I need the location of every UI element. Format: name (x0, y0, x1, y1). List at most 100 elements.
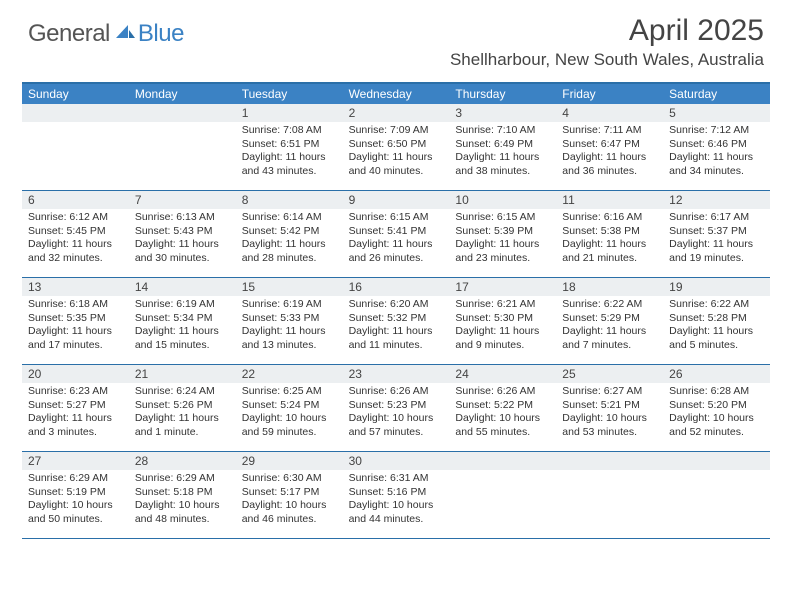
sunset-line: Sunset: 5:18 PM (135, 486, 230, 500)
sunset-line: Sunset: 6:47 PM (562, 138, 657, 152)
daylight-line: Daylight: 10 hours and 50 minutes. (28, 499, 123, 526)
day-body: Sunrise: 6:19 AMSunset: 5:33 PMDaylight:… (236, 296, 343, 357)
day-cell: 16Sunrise: 6:20 AMSunset: 5:32 PMDayligh… (343, 278, 450, 364)
day-cell: 11Sunrise: 6:16 AMSunset: 5:38 PMDayligh… (556, 191, 663, 277)
day-body: Sunrise: 6:26 AMSunset: 5:22 PMDaylight:… (449, 383, 556, 444)
sunrise-line: Sunrise: 6:17 AM (669, 211, 764, 225)
day-cell: 25Sunrise: 6:27 AMSunset: 5:21 PMDayligh… (556, 365, 663, 451)
daylight-line: Daylight: 10 hours and 52 minutes. (669, 412, 764, 439)
day-body: Sunrise: 7:09 AMSunset: 6:50 PMDaylight:… (343, 122, 450, 183)
day-body: Sunrise: 6:21 AMSunset: 5:30 PMDaylight:… (449, 296, 556, 357)
day-number: 12 (663, 191, 770, 209)
sunrise-line: Sunrise: 6:14 AM (242, 211, 337, 225)
day-number: 1 (236, 104, 343, 122)
day-cell: 29Sunrise: 6:30 AMSunset: 5:17 PMDayligh… (236, 452, 343, 538)
day-number: 22 (236, 365, 343, 383)
sunset-line: Sunset: 5:42 PM (242, 225, 337, 239)
day-number: 20 (22, 365, 129, 383)
sunset-line: Sunset: 5:27 PM (28, 399, 123, 413)
week-row: 6Sunrise: 6:12 AMSunset: 5:45 PMDaylight… (22, 191, 770, 278)
day-body: Sunrise: 6:22 AMSunset: 5:29 PMDaylight:… (556, 296, 663, 357)
daylight-line: Daylight: 10 hours and 57 minutes. (349, 412, 444, 439)
daylight-line: Daylight: 10 hours and 48 minutes. (135, 499, 230, 526)
day-number: 4 (556, 104, 663, 122)
day-body: Sunrise: 6:23 AMSunset: 5:27 PMDaylight:… (22, 383, 129, 444)
sunset-line: Sunset: 5:32 PM (349, 312, 444, 326)
day-cell: 3Sunrise: 7:10 AMSunset: 6:49 PMDaylight… (449, 104, 556, 190)
logo: General Blue (28, 14, 184, 48)
logo-sail-icon (114, 22, 136, 47)
sunset-line: Sunset: 5:24 PM (242, 399, 337, 413)
day-cell: 20Sunrise: 6:23 AMSunset: 5:27 PMDayligh… (22, 365, 129, 451)
day-cell: 18Sunrise: 6:22 AMSunset: 5:29 PMDayligh… (556, 278, 663, 364)
daylight-line: Daylight: 11 hours and 38 minutes. (455, 151, 550, 178)
day-cell: 17Sunrise: 6:21 AMSunset: 5:30 PMDayligh… (449, 278, 556, 364)
header: General Blue April 2025 Shellharbour, Ne… (0, 0, 792, 76)
logo-text-general: General (28, 20, 110, 48)
sunset-line: Sunset: 5:33 PM (242, 312, 337, 326)
day-header: Friday (556, 84, 663, 104)
day-cell: 28Sunrise: 6:29 AMSunset: 5:18 PMDayligh… (129, 452, 236, 538)
day-body: Sunrise: 7:11 AMSunset: 6:47 PMDaylight:… (556, 122, 663, 183)
day-cell: 23Sunrise: 6:26 AMSunset: 5:23 PMDayligh… (343, 365, 450, 451)
day-header: Tuesday (236, 84, 343, 104)
daylight-line: Daylight: 11 hours and 28 minutes. (242, 238, 337, 265)
sunset-line: Sunset: 5:29 PM (562, 312, 657, 326)
day-cell: 2Sunrise: 7:09 AMSunset: 6:50 PMDaylight… (343, 104, 450, 190)
day-body: Sunrise: 6:19 AMSunset: 5:34 PMDaylight:… (129, 296, 236, 357)
day-cell: 13Sunrise: 6:18 AMSunset: 5:35 PMDayligh… (22, 278, 129, 364)
sunrise-line: Sunrise: 6:29 AM (135, 472, 230, 486)
daylight-line: Daylight: 10 hours and 59 minutes. (242, 412, 337, 439)
day-header: Wednesday (343, 84, 450, 104)
day-header: Thursday (449, 84, 556, 104)
daylight-line: Daylight: 11 hours and 21 minutes. (562, 238, 657, 265)
day-cell: 14Sunrise: 6:19 AMSunset: 5:34 PMDayligh… (129, 278, 236, 364)
day-number: 13 (22, 278, 129, 296)
day-number: 23 (343, 365, 450, 383)
day-body: Sunrise: 6:16 AMSunset: 5:38 PMDaylight:… (556, 209, 663, 270)
sunrise-line: Sunrise: 6:24 AM (135, 385, 230, 399)
sunrise-line: Sunrise: 7:10 AM (455, 124, 550, 138)
day-cell: 12Sunrise: 6:17 AMSunset: 5:37 PMDayligh… (663, 191, 770, 277)
sunrise-line: Sunrise: 6:29 AM (28, 472, 123, 486)
daylight-line: Daylight: 11 hours and 43 minutes. (242, 151, 337, 178)
day-cell: 27Sunrise: 6:29 AMSunset: 5:19 PMDayligh… (22, 452, 129, 538)
day-cell (129, 104, 236, 190)
day-number: 5 (663, 104, 770, 122)
sunset-line: Sunset: 5:28 PM (669, 312, 764, 326)
daylight-line: Daylight: 11 hours and 34 minutes. (669, 151, 764, 178)
day-number: 30 (343, 452, 450, 470)
sunset-line: Sunset: 5:20 PM (669, 399, 764, 413)
sunrise-line: Sunrise: 6:15 AM (455, 211, 550, 225)
day-body: Sunrise: 6:29 AMSunset: 5:18 PMDaylight:… (129, 470, 236, 531)
day-cell (22, 104, 129, 190)
sunset-line: Sunset: 5:16 PM (349, 486, 444, 500)
sunrise-line: Sunrise: 6:19 AM (135, 298, 230, 312)
sunrise-line: Sunrise: 7:09 AM (349, 124, 444, 138)
day-number: 21 (129, 365, 236, 383)
day-cell (449, 452, 556, 538)
sunrise-line: Sunrise: 6:13 AM (135, 211, 230, 225)
daylight-line: Daylight: 11 hours and 7 minutes. (562, 325, 657, 352)
sunset-line: Sunset: 6:46 PM (669, 138, 764, 152)
day-body: Sunrise: 6:24 AMSunset: 5:26 PMDaylight:… (129, 383, 236, 444)
day-number: 25 (556, 365, 663, 383)
day-body: Sunrise: 6:15 AMSunset: 5:39 PMDaylight:… (449, 209, 556, 270)
sunrise-line: Sunrise: 6:19 AM (242, 298, 337, 312)
daylight-line: Daylight: 10 hours and 53 minutes. (562, 412, 657, 439)
day-body: Sunrise: 6:12 AMSunset: 5:45 PMDaylight:… (22, 209, 129, 270)
day-number: 15 (236, 278, 343, 296)
day-number-empty (22, 104, 129, 122)
sunrise-line: Sunrise: 6:25 AM (242, 385, 337, 399)
day-header: Sunday (22, 84, 129, 104)
day-number: 24 (449, 365, 556, 383)
day-number: 9 (343, 191, 450, 209)
day-number: 19 (663, 278, 770, 296)
day-number: 11 (556, 191, 663, 209)
title-block: April 2025 Shellharbour, New South Wales… (450, 14, 764, 70)
sunset-line: Sunset: 5:35 PM (28, 312, 123, 326)
day-cell: 9Sunrise: 6:15 AMSunset: 5:41 PMDaylight… (343, 191, 450, 277)
day-cell: 30Sunrise: 6:31 AMSunset: 5:16 PMDayligh… (343, 452, 450, 538)
day-body: Sunrise: 6:27 AMSunset: 5:21 PMDaylight:… (556, 383, 663, 444)
sunset-line: Sunset: 5:30 PM (455, 312, 550, 326)
